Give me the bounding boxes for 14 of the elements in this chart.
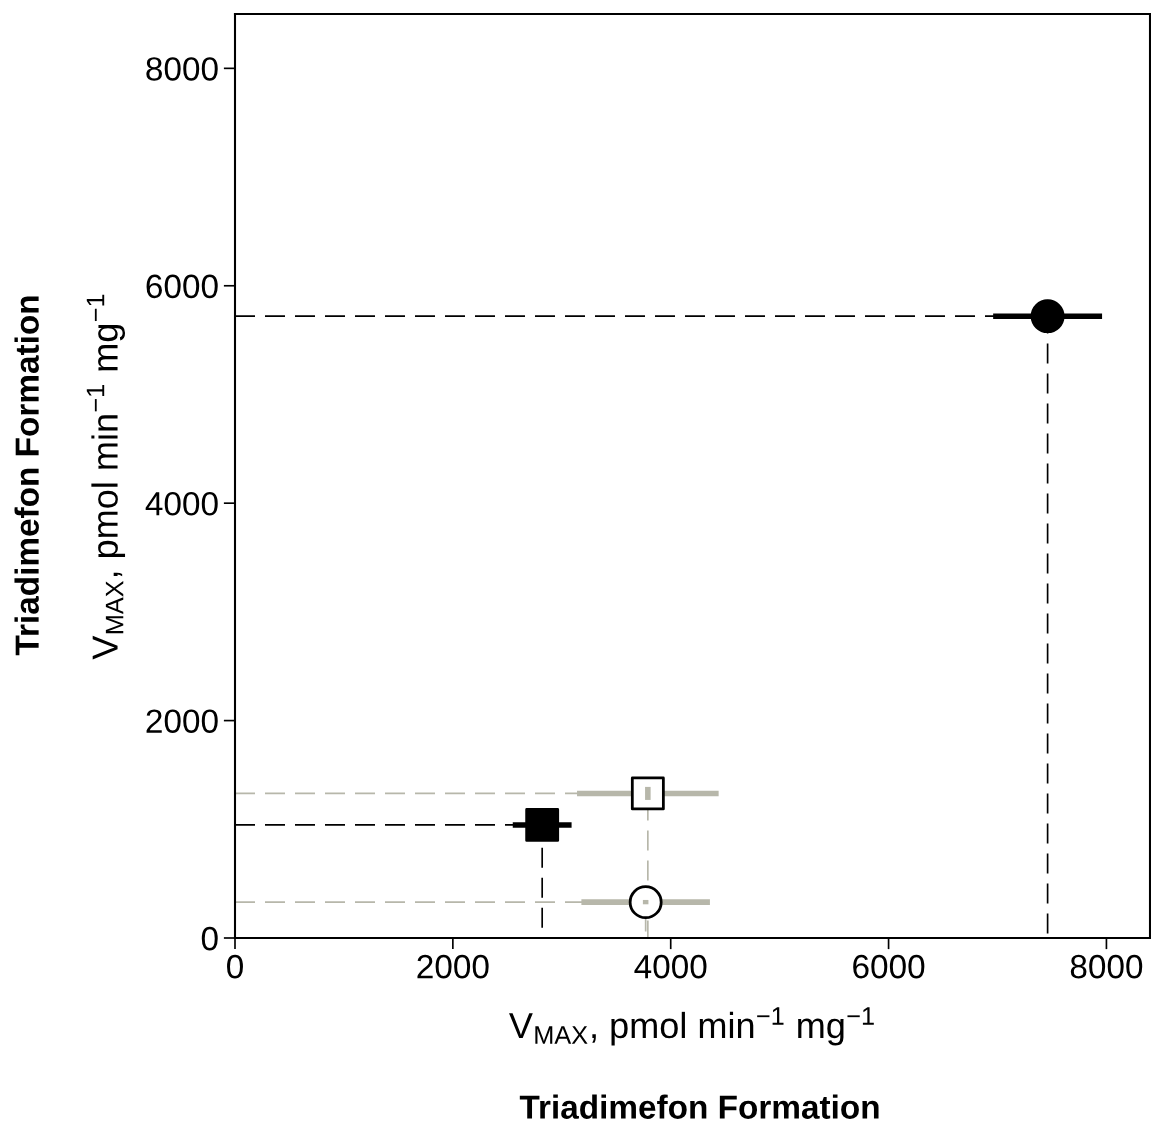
y-tick-label: 8000	[146, 57, 218, 81]
x-axis-title: V$_{MAX}$, pmol min$^{−1}$ mg$^{−1}$	[509, 1007, 874, 1046]
y-tick-label: 4000	[145, 491, 218, 516]
y-tick-label: 0	[201, 926, 218, 951]
text: Triadimefon Formation	[519, 1094, 879, 1119]
x-tick-label: 0	[227, 954, 243, 979]
text: Triadimefon Formation	[14, 296, 39, 656]
x-tick-label: 6000	[853, 954, 925, 979]
y-axis-title: V$_{MAX}$, pmol min$^{−1}$ mg$^{−1}$	[86, 294, 126, 660]
x-tick-label: 8000	[1070, 954, 1143, 979]
x-tick-label: 2000	[417, 954, 489, 979]
y-tick-label: 6000	[146, 274, 218, 299]
y-tick-label: 2000	[146, 709, 218, 733]
x-tick-label: 4000	[634, 954, 707, 979]
